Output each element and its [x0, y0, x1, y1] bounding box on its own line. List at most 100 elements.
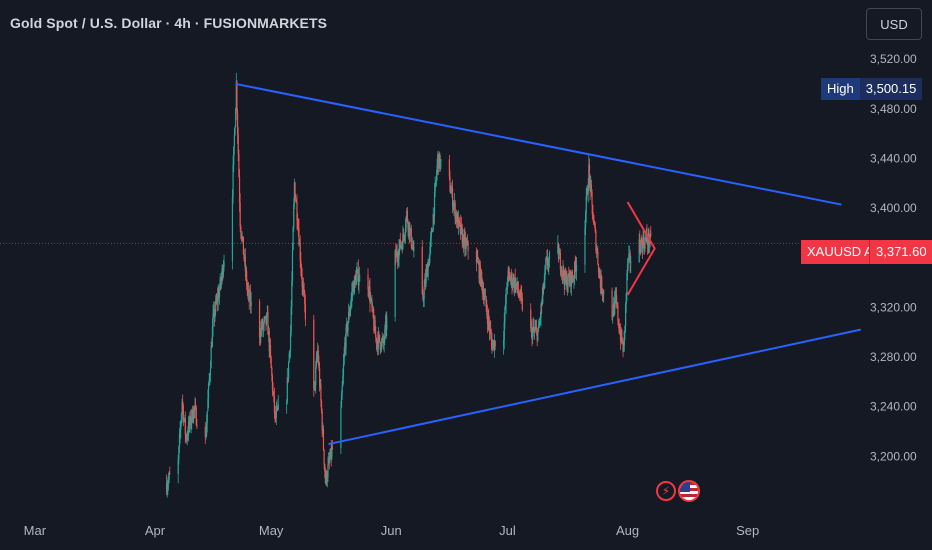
candle [185, 432, 187, 442]
currency-button[interactable]: USD [866, 8, 922, 40]
candle [273, 387, 275, 420]
candle [494, 340, 496, 351]
candle [455, 209, 458, 229]
candle [521, 285, 523, 302]
candle [359, 266, 361, 282]
candle [564, 269, 566, 290]
candle [487, 310, 489, 331]
candle [595, 229, 597, 254]
candle [190, 417, 192, 434]
candle [169, 466, 171, 475]
candle [512, 272, 514, 288]
candle [179, 421, 181, 444]
candle [218, 286, 220, 299]
candle [218, 283, 221, 305]
candle [317, 342, 319, 363]
arrow-shape[interactable] [626, 201, 656, 296]
candle [612, 296, 614, 317]
candle [277, 394, 279, 411]
candle [401, 240, 403, 254]
candle [245, 264, 247, 277]
candle [378, 331, 380, 342]
candle [492, 339, 494, 349]
candle [648, 241, 651, 253]
candle [290, 300, 292, 337]
candle [563, 265, 565, 281]
candle [182, 394, 184, 415]
candle [315, 360, 317, 394]
candle [195, 405, 197, 426]
candle [246, 267, 248, 291]
candle [271, 365, 273, 382]
candle [646, 235, 649, 255]
candle [479, 260, 481, 287]
candle [562, 260, 564, 284]
candle [569, 270, 571, 286]
candle [424, 269, 427, 290]
candle [521, 292, 523, 312]
lightning-event-icon[interactable]: ⚡ [656, 481, 676, 501]
us-flag-event-icon[interactable] [678, 480, 700, 502]
candle [350, 292, 352, 310]
candle [454, 199, 456, 225]
candle [270, 355, 272, 369]
candle [539, 311, 542, 325]
upper-trendline[interactable] [235, 83, 842, 206]
candle [423, 279, 425, 308]
candle [625, 292, 627, 313]
candle [273, 391, 275, 403]
trendline-group[interactable] [235, 83, 861, 445]
candle [620, 326, 622, 343]
candle [381, 332, 383, 348]
candle [506, 282, 508, 290]
candle [325, 469, 327, 486]
candle [351, 282, 353, 308]
candle [375, 337, 378, 351]
candle [403, 234, 405, 242]
candle [231, 189, 234, 270]
candle [460, 224, 462, 235]
candle [493, 339, 495, 352]
candle [626, 270, 628, 302]
candle [479, 258, 481, 285]
candle [591, 189, 593, 215]
candle [461, 223, 463, 249]
candle [240, 224, 242, 240]
candle [614, 287, 616, 308]
candle [211, 317, 214, 348]
candle [382, 333, 385, 350]
lower-trendline[interactable] [328, 328, 861, 445]
candle [411, 245, 413, 251]
candle [463, 229, 465, 257]
candle [178, 445, 180, 465]
candle [196, 418, 198, 430]
arrow-drawing[interactable] [626, 201, 656, 296]
candle [223, 254, 225, 272]
candle [348, 303, 350, 324]
candle [244, 248, 246, 281]
candle [235, 107, 237, 128]
candle [517, 281, 519, 296]
candle [400, 241, 403, 250]
x-axis[interactable]: Mar Apr May Jun Jul Aug Sep [24, 523, 760, 538]
candle [519, 289, 521, 302]
candle [232, 155, 234, 204]
candle [288, 360, 290, 383]
candle [215, 293, 217, 306]
candle [269, 339, 271, 357]
candle [344, 336, 346, 358]
candle [588, 155, 590, 192]
candle [429, 241, 431, 264]
candle [342, 368, 344, 387]
y-tick-label: 3,240.00 [870, 400, 917, 414]
candle [318, 355, 320, 371]
candle [356, 262, 358, 282]
candle [650, 226, 652, 238]
candle [592, 204, 594, 220]
candle [540, 302, 542, 327]
candle [531, 318, 533, 347]
candle [614, 290, 616, 316]
candle [618, 318, 620, 334]
candle [384, 324, 386, 346]
